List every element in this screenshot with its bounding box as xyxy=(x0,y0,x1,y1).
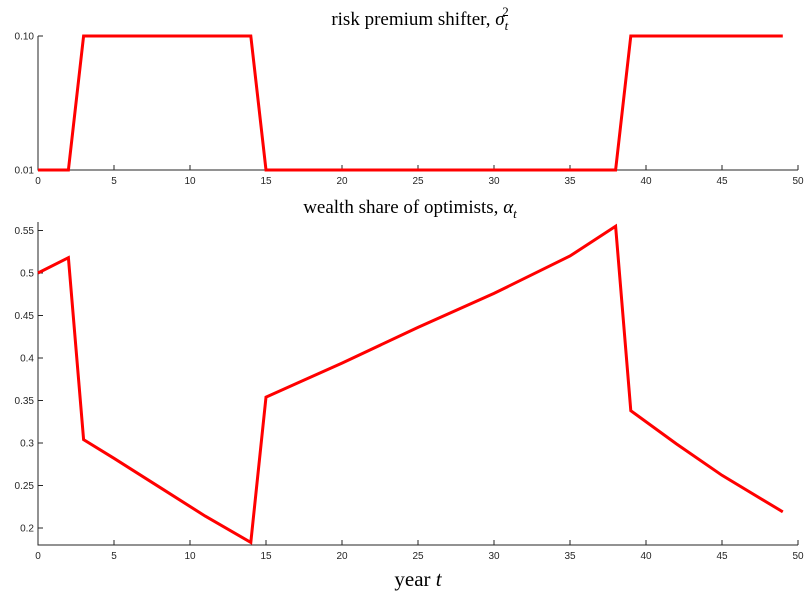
panel-2-x-tick-label: 40 xyxy=(640,551,652,562)
panel-1-y-tick-label: 0.01 xyxy=(15,166,35,177)
panel-2-title: wealth share of optimists, αt xyxy=(303,197,517,221)
panel-1-x-tick-label: 25 xyxy=(412,176,424,187)
panel-wealth-share: wealth share of optimists, αt 0 5 10 15 20 25… xyxy=(15,197,804,591)
panel-1-x-tick-label: 45 xyxy=(716,176,728,187)
panel-1-x-tick-label: 10 xyxy=(184,176,196,187)
panel-1-x-tick-label: 0 xyxy=(35,176,41,187)
panel-1-x-tick-label: 40 xyxy=(640,176,652,187)
panel-2-x-tick-label: 30 xyxy=(488,551,500,562)
series-line-wealth-share xyxy=(37,223,784,545)
panel-1-x-tick-label: 15 xyxy=(260,176,272,187)
panel-1-y-tick-label: 0.10 xyxy=(15,32,35,43)
panel-2-x-tick-label: 20 xyxy=(336,551,348,562)
panel-2-x-tick-label: 50 xyxy=(792,551,804,562)
panel-1-x-tick-label: 20 xyxy=(336,176,348,187)
panel-2-x-tick-label: 25 xyxy=(412,551,424,562)
panel-2-x-tick-label: 0 xyxy=(35,551,41,562)
panel-1-x-tick-label: 35 xyxy=(564,176,576,187)
panel-2-y-tick-label: 0.25 xyxy=(15,481,35,492)
panel-2-y-tick-label: 0.2 xyxy=(20,524,34,535)
panel-2-y-tick-label: 0.5 xyxy=(20,269,34,280)
panel-2-y-tick-label: 0.35 xyxy=(15,396,35,407)
panel-2-y-tick-label: 0.45 xyxy=(15,311,35,322)
panel-2-y-tick-label: 0.3 xyxy=(20,439,34,450)
series-line-risk-premium xyxy=(38,34,783,172)
x-axis-label: year t xyxy=(394,567,442,591)
panel-2-x-tick-label: 10 xyxy=(184,551,196,562)
panel-2-y-tick-label: 0.55 xyxy=(15,226,35,237)
panel-1-x-tick-label: 30 xyxy=(488,176,500,187)
panel-1-y-ticks: 0.01 0.10 xyxy=(15,32,43,177)
panel-2-x-tick-label: 45 xyxy=(716,551,728,562)
panel-1-x-tick-label: 50 xyxy=(792,176,804,187)
panel-2-x-ticks: 0 5 10 15 20 25 30 35 40 45 50 xyxy=(35,540,804,562)
panel-2-y-tick-label: 0.4 xyxy=(20,354,34,365)
panel-2-x-tick-label: 15 xyxy=(260,551,272,562)
panel-1-axes xyxy=(37,36,798,171)
panel-2-x-tick-label: 5 xyxy=(111,551,117,562)
panel-1-x-tick-label: 5 xyxy=(111,176,117,187)
panel-1-x-ticks: 0 5 10 15 20 25 30 35 40 45 50 xyxy=(35,165,804,187)
panel-2-x-tick-label: 35 xyxy=(564,551,576,562)
panel-1-title: risk premium shifter, σt2 xyxy=(331,4,508,33)
panel-risk-premium: risk premium shifter, σt2 0 5 10 15 20 25 30 35… xyxy=(15,4,804,187)
panel-2-y-ticks: 0.2 0.25 0.3 0.35 0.4 0.45 0.5 0.55 xyxy=(15,226,43,535)
panel-2-axes xyxy=(37,222,798,546)
